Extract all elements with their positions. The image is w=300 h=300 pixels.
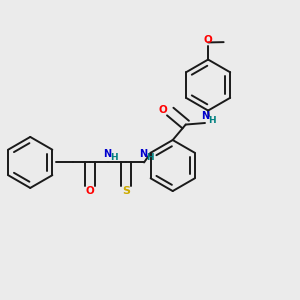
Text: H: H — [208, 116, 216, 125]
Text: N: N — [140, 149, 148, 159]
Text: S: S — [122, 186, 130, 197]
Text: O: O — [203, 35, 212, 45]
Text: H: H — [110, 153, 117, 162]
Text: O: O — [158, 105, 167, 115]
Text: O: O — [85, 186, 94, 197]
Text: N: N — [202, 111, 210, 121]
Text: N: N — [103, 149, 111, 159]
Text: H: H — [146, 153, 154, 162]
